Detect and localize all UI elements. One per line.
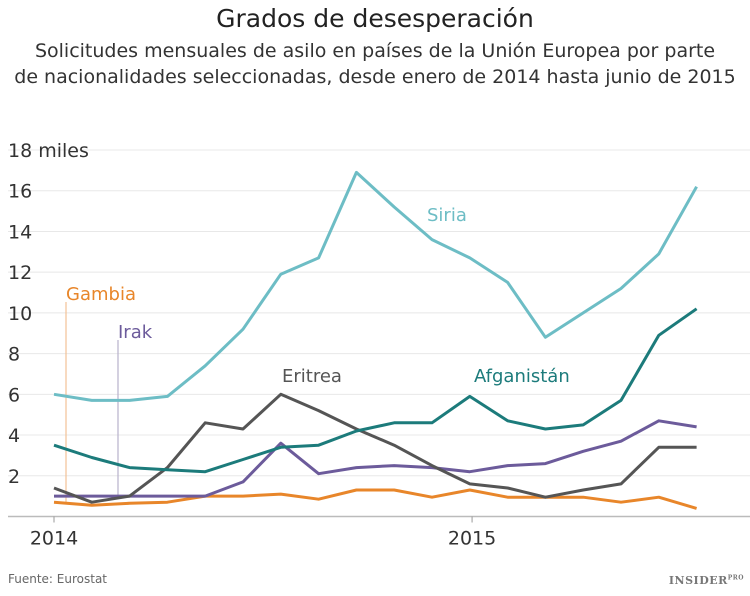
logo-sup: PRO bbox=[727, 574, 744, 582]
chart-subtitle: Solicitudes mensuales de asilo en países… bbox=[0, 38, 750, 90]
y-tick-label: 4 bbox=[8, 425, 20, 447]
chart-title: Grados de desesperación bbox=[216, 4, 534, 33]
series-line-irak bbox=[54, 419, 697, 498]
y-tick-label: 16 bbox=[8, 181, 32, 203]
series-label-afganistan: Afganistán bbox=[474, 366, 570, 387]
source-note: Fuente: Eurostat bbox=[8, 572, 107, 586]
y-tick-label: 18 miles bbox=[8, 140, 89, 162]
subtitle-line-2: de nacionalidades seleccionadas, desde e… bbox=[14, 66, 736, 88]
series-line-afganistan bbox=[53, 307, 698, 474]
y-tick-label: 8 bbox=[8, 344, 20, 366]
y-tick-label: 10 bbox=[8, 303, 32, 325]
series-line-gambia bbox=[53, 488, 698, 510]
y-tick-label: 2 bbox=[8, 466, 20, 488]
series-label-eritrea: Eritrea bbox=[282, 366, 342, 387]
series-line-siria bbox=[53, 170, 698, 402]
insider-pro-logo: INSIDERPRO bbox=[669, 574, 744, 587]
series-label-siria: Siria bbox=[427, 205, 467, 226]
series-line-eritrea bbox=[53, 392, 697, 504]
x-tick-label: 2014 bbox=[30, 528, 78, 550]
x-tick-label: 2015 bbox=[448, 528, 496, 550]
subtitle-line-1: Solicitudes mensuales de asilo en países… bbox=[34, 40, 716, 62]
y-tick-label: 14 bbox=[8, 221, 32, 243]
y-tick-label: 6 bbox=[8, 384, 20, 406]
series-label-gambia: Gambia bbox=[66, 284, 136, 305]
logo-text: INSIDER bbox=[668, 574, 728, 587]
series-label-irak: Irak bbox=[118, 322, 153, 343]
y-tick-label: 12 bbox=[8, 262, 32, 284]
